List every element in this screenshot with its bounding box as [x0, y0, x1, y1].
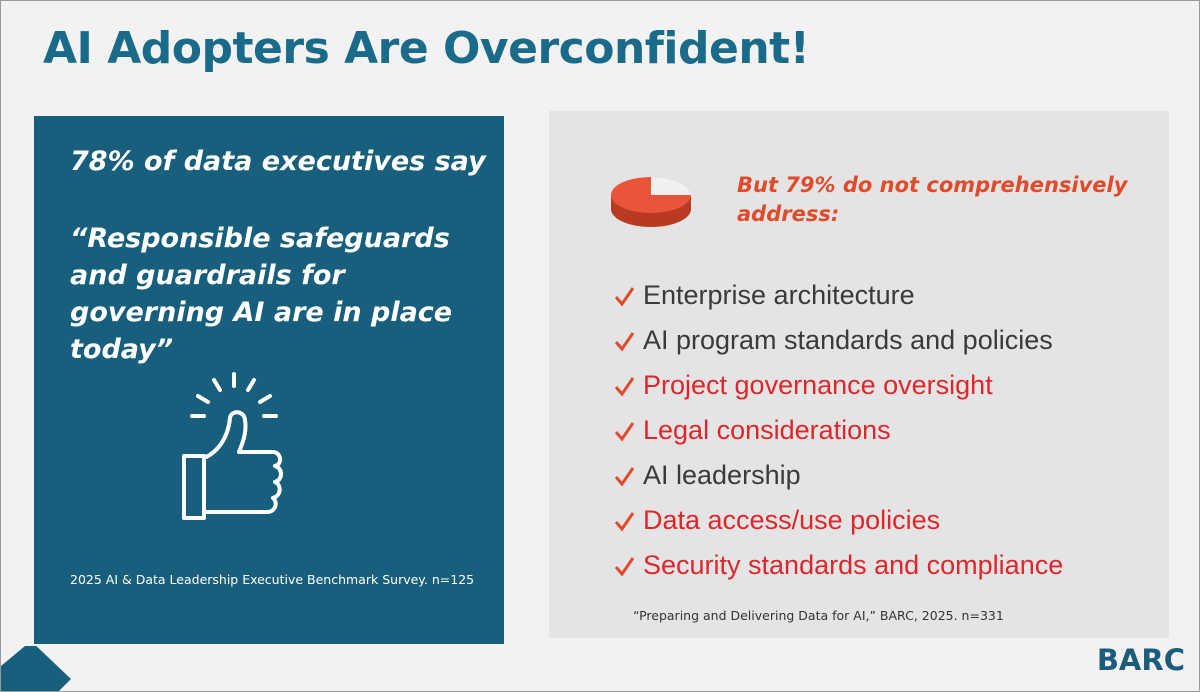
list-item: Project governance oversight — [613, 363, 1063, 408]
check-icon — [614, 331, 635, 351]
check-icon — [614, 376, 635, 396]
stat: 78% of data executives say — [70, 146, 486, 177]
item-list: Enterprise architecture AI program standa… — [613, 273, 1063, 588]
list-item: Data access/use policies — [613, 498, 1063, 543]
list-item: Legal considerations — [613, 408, 1063, 453]
list-item: AI leadership — [613, 453, 1063, 498]
corner-decoration — [1, 646, 71, 691]
quote: “Responsible safeguards and guardrails f… — [70, 223, 453, 365]
source-note: “Preparing and Delivering Data for AI,” … — [633, 608, 1004, 623]
check-icon — [614, 421, 635, 441]
logo: BARC — [1096, 643, 1185, 677]
source-note: 2025 AI & Data Leadership Executive Benc… — [70, 572, 475, 587]
item-text: Data access/use policies — [643, 505, 941, 535]
right-panel: But 79% do not comprehensively address: … — [549, 111, 1169, 638]
headline: But 79% do not comprehensively address: — [737, 173, 1128, 226]
item-text: Security standards and compliance — [643, 550, 1064, 580]
list-item: Security standards and compliance — [613, 543, 1063, 588]
list-item: AI program standards and policies — [613, 318, 1063, 363]
left-panel: 78% of data executives say “Responsible … — [34, 116, 504, 644]
item-text: AI program standards and policies — [643, 325, 1053, 355]
item-text: AI leadership — [643, 460, 801, 490]
pie-icon — [611, 177, 691, 227]
item-text: Project governance oversight — [643, 370, 993, 400]
check-icon — [614, 466, 635, 486]
check-icon — [614, 556, 635, 576]
thumbs-up-icon — [182, 372, 283, 520]
list-item: Enterprise architecture — [613, 273, 1063, 318]
slide-title: AI Adopters Are Overconfident! — [43, 23, 810, 74]
item-text: Legal considerations — [643, 415, 891, 445]
check-icon — [614, 286, 635, 306]
check-icon — [614, 511, 635, 531]
item-text: Enterprise architecture — [643, 280, 915, 310]
